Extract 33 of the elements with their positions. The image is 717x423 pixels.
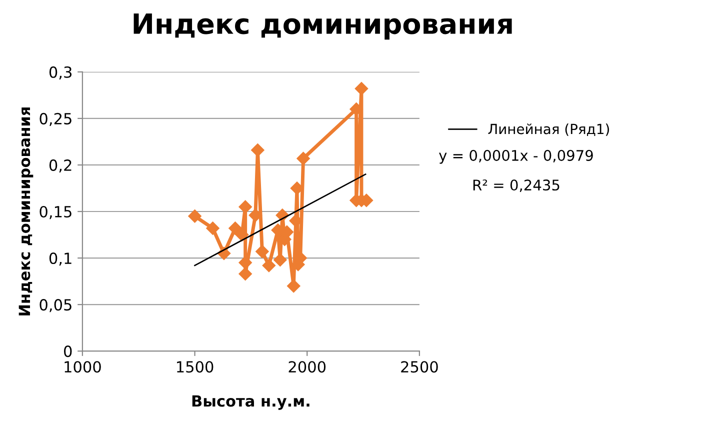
point [206, 222, 220, 235]
point [188, 210, 202, 223]
x-axis-title: Высота н.у.м. [192, 395, 310, 410]
point [354, 82, 368, 96]
text: R² = 0,2435 [473, 180, 560, 192]
point [228, 222, 242, 235]
point [296, 152, 310, 166]
y-tick-label: 0,05 [40, 299, 72, 312]
legend-label: Линейная (Ряд1) [488, 124, 609, 136]
point [256, 244, 269, 258]
point [238, 267, 252, 280]
chart-title: Индекс доминирования [134, 14, 512, 40]
y-tick-label: 0,15 [40, 206, 72, 220]
text: y = 0,0001x - 0,0979 [439, 150, 593, 164]
point [251, 143, 264, 157]
y-tick-label: 0,25 [40, 112, 72, 126]
point [350, 102, 363, 116]
point [238, 200, 252, 214]
point [262, 258, 276, 272]
point [274, 253, 287, 266]
point [235, 228, 249, 242]
point [287, 279, 300, 293]
y-axis-title: Индекс доминирования [18, 107, 34, 316]
y-tick-label: 0,1 [49, 252, 72, 266]
y-tick-label: 0,3 [49, 66, 72, 80]
x-tick-label: 2000 [288, 361, 326, 373]
x-tick-label: 1000 [64, 361, 101, 373]
y-tick-label: 0 [64, 346, 72, 358]
point [238, 256, 252, 270]
x-tick-label: 2500 [401, 361, 438, 373]
x-tick-label: 1500 [177, 361, 214, 373]
y-tick-label: 0,2 [49, 159, 72, 173]
point [248, 208, 262, 222]
